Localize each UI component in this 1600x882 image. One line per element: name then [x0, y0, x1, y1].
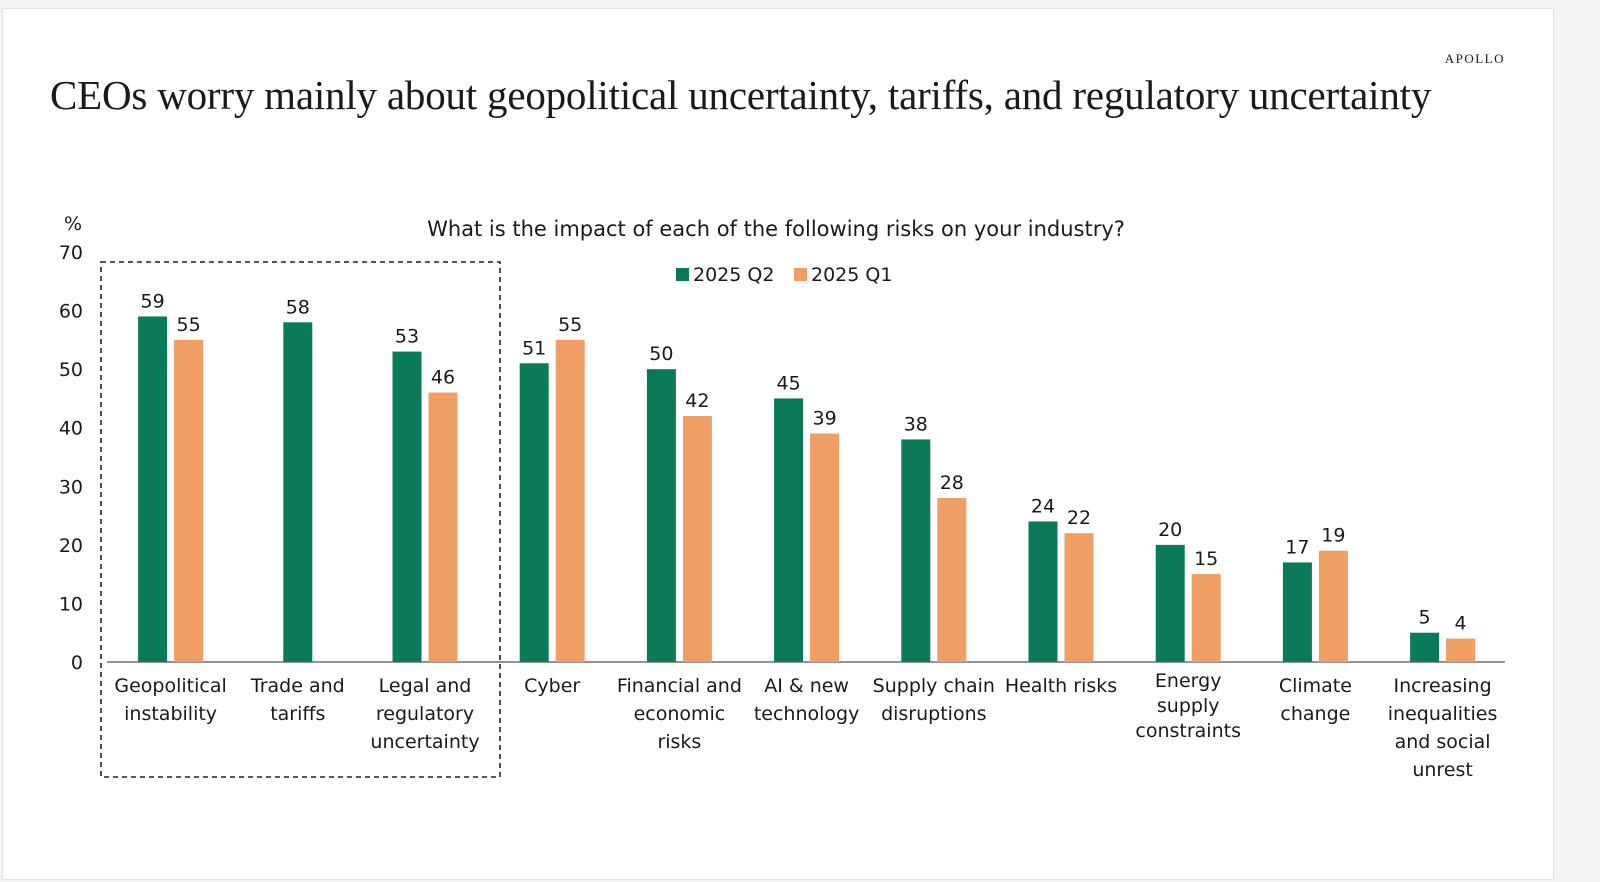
- x-axis-labels: Geopolitical instability Trade and tariffs L…: [114, 670, 1497, 781]
- x-tick-label: Geopolitical instability: [114, 675, 226, 725]
- bar-q1: [555, 339, 585, 662]
- y-tick-label: 30: [59, 476, 83, 498]
- x-tick-label: AI & new technology: [754, 675, 860, 725]
- data-label-q1: 19: [1321, 525, 1345, 547]
- y-tick-label: 10: [59, 593, 83, 615]
- bar-q1: [682, 416, 712, 662]
- bar-q2: [1028, 521, 1058, 662]
- data-label-q2: 38: [904, 413, 928, 435]
- bars-group: 59 55 58 53 46 51 55 50 42 45 39 38 28 24 22 20 15 17 19 5 4: [138, 290, 1476, 662]
- legend-label-q2: 2025 Q2: [693, 264, 774, 286]
- data-label-q1: 22: [1067, 507, 1091, 529]
- x-tick-label: Energy supply constraints: [1135, 670, 1241, 742]
- y-axis: 0 10 20 30 40 50 60 70: [59, 242, 1505, 674]
- data-label-q2: 53: [395, 326, 419, 348]
- bar-q2: [1410, 632, 1440, 662]
- bar-q1: [937, 498, 967, 662]
- x-tick-label: Supply chain disruptions: [873, 675, 995, 725]
- bar-q1: [1446, 638, 1476, 662]
- y-tick-label: 0: [71, 652, 83, 674]
- data-label-q1: 55: [558, 314, 582, 336]
- bar-q2: [138, 316, 168, 662]
- bar-q2: [774, 398, 804, 662]
- data-label-q1: 28: [940, 472, 964, 494]
- bar-q1: [174, 339, 204, 662]
- data-label-q2: 5: [1419, 607, 1431, 629]
- bar-q2: [283, 322, 313, 662]
- x-tick-label: Climate change: [1279, 675, 1352, 725]
- bar-q1: [1064, 533, 1094, 662]
- legend: 2025 Q2 2025 Q1: [676, 264, 892, 286]
- brand-logo: APOLLO: [1444, 51, 1505, 66]
- y-tick-label: 70: [59, 242, 83, 264]
- x-tick-label: Financial and economic risks: [617, 675, 742, 753]
- data-label-q1: 42: [685, 390, 709, 412]
- bar-q1: [1318, 550, 1348, 662]
- data-label-q2: 51: [522, 337, 546, 359]
- bar-q1: [1191, 574, 1221, 662]
- data-label-q2: 58: [286, 296, 310, 318]
- data-label-q1: 15: [1194, 548, 1218, 570]
- data-label-q1: 46: [431, 367, 455, 389]
- bar-q2: [519, 363, 549, 662]
- data-label-q2: 20: [1158, 519, 1182, 541]
- data-label-q1: 39: [813, 408, 837, 430]
- bar-q2: [901, 439, 931, 662]
- x-tick-label: Health risks: [1005, 675, 1117, 697]
- bar-q2: [646, 369, 676, 662]
- x-tick-label: Increasing inequalities and social unrest: [1388, 675, 1498, 781]
- data-label-q2: 50: [649, 343, 673, 365]
- bar-q2: [1155, 544, 1185, 662]
- data-label-q2: 24: [1031, 495, 1055, 517]
- y-tick-label: 60: [59, 301, 83, 323]
- bar-q1: [810, 433, 840, 662]
- x-tick-label: Cyber: [524, 675, 580, 697]
- bar-q1: [428, 392, 458, 662]
- page-title: CEOs worry mainly about geopolitical unc…: [50, 72, 1432, 118]
- legend-label-q1: 2025 Q1: [811, 264, 892, 286]
- bar-q2: [1282, 562, 1312, 662]
- data-label-q1: 55: [177, 314, 201, 336]
- x-tick-label: Legal and regulatory uncertainty: [370, 675, 479, 753]
- data-label-q2: 45: [777, 372, 801, 394]
- highlight-box: [100, 261, 501, 778]
- x-tick-label: Trade and tariffs: [250, 675, 345, 725]
- chart-title: What is the impact of each of the follow…: [427, 217, 1125, 241]
- legend-swatch-q1: [794, 268, 807, 281]
- bar-q2: [392, 351, 422, 662]
- y-tick-label: 40: [59, 418, 83, 440]
- y-axis-unit-label: %: [64, 213, 82, 235]
- data-label-q2: 17: [1285, 536, 1309, 558]
- y-tick-label: 20: [59, 535, 83, 557]
- y-tick-label: 50: [59, 359, 83, 381]
- data-label-q1: 4: [1455, 613, 1467, 635]
- legend-swatch-q2: [676, 268, 689, 281]
- data-label-q2: 59: [141, 290, 165, 312]
